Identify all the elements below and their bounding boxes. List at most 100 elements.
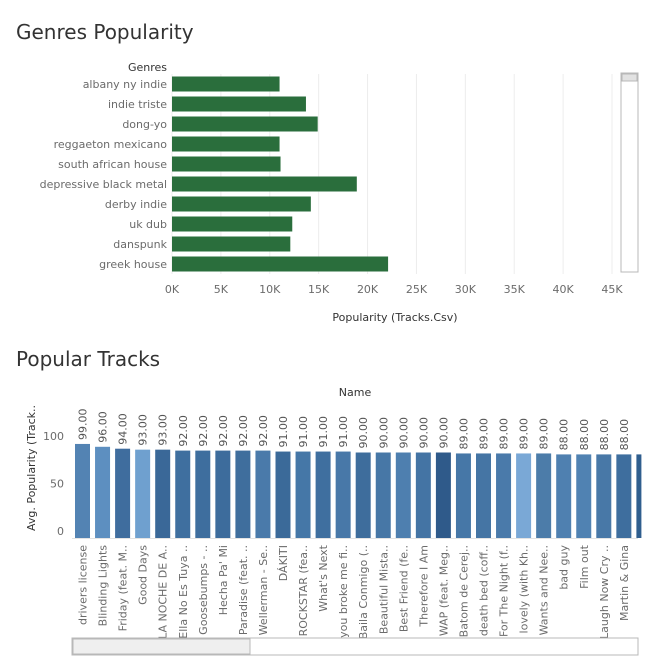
genres-bar-chart: 0K 5K 10K 15K 20K 25K 30K 35K 40K 45K Genres Popula… [40,61,639,324]
track-bar [95,446,111,538]
track-name-label: Hecha Pa' Mi [217,545,230,615]
track-value-label: 90.00 [397,417,410,449]
track-name-label: Goosebumps - .. [197,545,210,635]
track-name-label: Paradise (feat. .. [237,545,250,635]
track-bar [195,450,211,538]
genre-bar [172,256,389,272]
track-value-label: 94.00 [117,413,130,445]
track-value-label: 93.00 [137,414,150,446]
y-tick-label: 50 [50,478,64,491]
track-value-label: 88.00 [598,419,611,451]
track-bar [576,454,592,538]
track-name-label: Friday (feat. M.. [117,545,130,631]
genre-bar [172,96,306,112]
tracks-chart-title: Popular Tracks [16,347,161,371]
genre-label: dong-yo [122,118,167,131]
track-name-label: Film out [578,544,591,589]
track-name-label: Therefore I Am [417,545,430,628]
x-tick-label: 15K [308,283,330,296]
track-value-label: 91.00 [277,416,290,448]
tracks-scrollbar-thumb[interactable] [72,638,251,655]
track-bar [636,454,642,538]
track-value-label: 90.00 [377,417,390,449]
track-name-label: Best Friend (fe.. [397,545,410,632]
y-tick-label: 0 [57,525,64,538]
x-tick-label: 5K [214,283,229,296]
track-value-label: 96.00 [97,411,110,443]
genre-label: greek house [99,258,167,271]
track-bar [275,451,291,538]
track-value-label: 90.00 [437,417,450,449]
track-value-label: 89.00 [538,418,551,450]
track-value-label: 99.00 [77,408,90,440]
track-name-label: Good Days [137,545,150,605]
x-tick-label: 40K [553,283,575,296]
genre-bar [172,156,281,172]
track-name-label: death bed (coff.. [478,545,491,636]
track-value-label: 92.00 [217,415,230,447]
track-value-label: 89.00 [498,418,511,450]
genre-label: depressive black metal [40,178,167,191]
track-value-label: 92.00 [177,415,190,447]
track-bar [455,453,471,538]
track-bar [215,450,231,538]
genre-label: south african house [58,158,167,171]
track-name-label: For The Night (f.. [498,545,511,637]
track-value-label: 90.00 [357,417,370,449]
track-bar [476,453,491,538]
track-name-label: Baila Conmigo (.. [357,545,370,639]
track-value-label: 89.00 [457,418,470,450]
track-bar [616,454,632,538]
track-value-label: 93.00 [157,414,170,446]
genres-chart-title: Genres Popularity [16,20,194,44]
x-tick-label: 35K [504,283,526,296]
track-name-label: Ella No Es Tuya .. [177,545,190,639]
track-name-label: Wants and Nee.. [538,545,551,635]
track-bar [536,453,552,538]
track-value-label: 92.00 [197,415,210,447]
genre-label: danspunk [113,238,167,251]
track-name-label: Martin & Gina [618,545,631,621]
track-bar [235,450,251,538]
genre-bar [172,116,318,132]
y-tick-label: 100 [43,430,64,443]
track-bar [596,454,612,538]
track-value-label: 91.00 [317,416,330,448]
track-value-label: 89.00 [478,418,491,450]
genre-bar [172,176,357,192]
track-bar [255,450,271,538]
x-tick-label: 30K [455,283,477,296]
track-name-label: LA NOCHE DE A.. [157,545,170,639]
genre-label: reggaeton mexicano [54,138,168,151]
track-value-label: 91.00 [337,416,350,448]
track-name-label: bad guy [558,545,571,590]
genre-bar [172,76,280,92]
x-tick-label: 20K [357,283,379,296]
track-name-label: DÁKITI [277,545,290,581]
track-name-label: What's Next [317,544,330,611]
track-name-label: Batom de Cerej.. [457,545,470,637]
track-value-label: 91.00 [297,416,310,448]
x-axis-title: Name [339,386,372,399]
track-name-label: Wellerman - Se.. [257,545,270,635]
track-bar [295,451,311,538]
genre-bar [172,216,293,232]
track-bar [516,453,532,538]
genres-scrollbar[interactable] [620,72,639,273]
track-value-label: 88.00 [558,419,571,451]
track-value-label: 88.00 [618,419,631,451]
track-bar [395,452,411,538]
x-tick-label: 10K [259,283,281,296]
x-tick-label: 0K [165,283,180,296]
track-value-label: 88.00 [578,419,591,451]
track-value-label: 90.00 [417,417,430,449]
track-bar [75,443,90,538]
track-name-label: you broke me fi.. [337,545,350,638]
track-value-label: 92.00 [257,415,270,447]
track-bar [556,454,572,538]
y-axis-title: Genres [128,61,167,74]
track-name-label: lovely (with Kh.. [518,545,531,633]
track-bar [175,450,191,538]
track-bar [415,452,431,538]
genres-scrollbar-thumb[interactable] [621,73,638,82]
